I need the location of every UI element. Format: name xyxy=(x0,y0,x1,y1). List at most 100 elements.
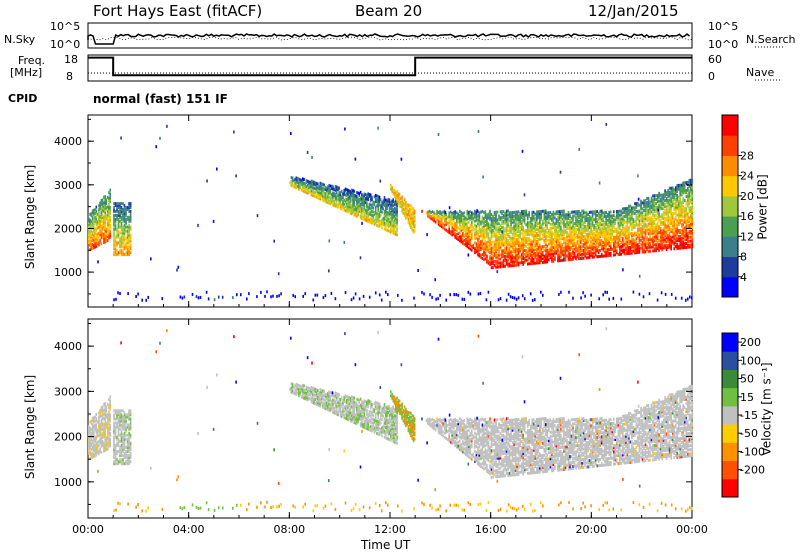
data-point xyxy=(499,263,502,267)
data-point xyxy=(104,240,106,244)
data-point xyxy=(517,218,520,222)
data-point xyxy=(128,209,130,213)
data-point xyxy=(605,248,607,252)
data-point xyxy=(516,230,518,234)
data-point xyxy=(689,295,691,299)
data-point xyxy=(364,197,367,201)
data-point xyxy=(351,210,353,214)
data-point xyxy=(495,248,497,252)
data-point xyxy=(676,237,678,241)
data-point xyxy=(534,212,537,216)
data-point xyxy=(514,214,517,218)
data-point xyxy=(536,224,538,228)
data-point xyxy=(392,212,395,215)
data-point xyxy=(691,186,694,190)
data-point xyxy=(597,225,600,229)
data-point xyxy=(401,207,403,211)
data-point xyxy=(644,250,647,254)
data-point xyxy=(374,215,377,219)
data-point xyxy=(388,198,391,202)
data-point xyxy=(391,199,393,203)
data-point xyxy=(511,214,514,218)
data-point xyxy=(637,235,639,239)
data-point xyxy=(308,180,310,184)
data-point xyxy=(327,189,329,193)
data-point xyxy=(597,235,600,239)
data-point xyxy=(368,212,371,216)
data-point xyxy=(649,249,651,253)
data-point xyxy=(489,247,491,251)
data-point xyxy=(93,438,95,442)
data-point xyxy=(455,227,458,231)
data-point xyxy=(98,220,100,223)
data-point xyxy=(631,218,633,222)
data-point xyxy=(363,200,366,204)
data-point xyxy=(469,224,472,227)
data-point xyxy=(552,220,555,224)
data-point xyxy=(97,260,99,264)
data-point xyxy=(335,205,338,209)
data-point xyxy=(354,212,357,215)
data-point xyxy=(327,187,329,191)
data-point xyxy=(555,212,558,216)
data-point xyxy=(579,241,582,245)
data-point xyxy=(688,224,691,227)
data-point xyxy=(91,231,94,235)
data-point xyxy=(622,217,624,221)
data-point xyxy=(575,210,577,214)
data-point xyxy=(543,211,546,215)
data-point xyxy=(392,192,395,196)
data-point xyxy=(421,209,423,213)
data-point xyxy=(504,213,506,217)
data-point xyxy=(398,196,401,200)
data-point xyxy=(569,228,571,232)
data-point xyxy=(504,251,506,255)
data-point xyxy=(516,210,518,214)
data-point xyxy=(679,230,681,234)
data-point xyxy=(280,292,282,296)
data-point xyxy=(622,250,624,254)
data-point xyxy=(690,220,692,223)
data-point xyxy=(525,250,527,254)
data-point xyxy=(327,195,329,199)
data-point xyxy=(126,206,129,209)
data-point xyxy=(619,225,621,229)
data-point xyxy=(454,233,456,237)
data-point xyxy=(650,210,653,214)
data-point xyxy=(492,262,494,266)
data-point xyxy=(498,245,500,249)
data-point xyxy=(413,296,415,300)
data-point xyxy=(469,247,472,251)
data-point xyxy=(671,241,674,245)
data-point xyxy=(109,233,111,237)
data-point xyxy=(682,207,684,210)
data-point xyxy=(395,221,397,224)
data-point xyxy=(499,210,502,214)
data-point xyxy=(466,237,469,241)
data-point xyxy=(653,225,656,229)
data-point xyxy=(590,224,592,228)
data-point xyxy=(522,249,524,253)
data-point xyxy=(513,226,515,230)
data-point xyxy=(560,215,562,219)
data-point xyxy=(94,229,96,233)
data-point xyxy=(95,205,98,209)
data-point xyxy=(411,218,413,222)
data-point xyxy=(576,241,579,245)
data-point xyxy=(517,249,520,253)
data-point xyxy=(603,238,606,242)
data-point xyxy=(338,190,340,194)
data-point xyxy=(311,156,313,159)
data-point xyxy=(104,201,106,204)
data-point xyxy=(363,194,366,198)
data-point xyxy=(475,224,478,228)
data-point xyxy=(347,188,349,192)
data-point xyxy=(462,212,464,216)
data-point xyxy=(367,212,369,215)
data-point xyxy=(496,238,499,242)
data-point xyxy=(98,419,100,423)
data-point xyxy=(471,233,473,236)
data-point xyxy=(495,236,497,240)
data-point xyxy=(682,210,684,214)
data-point xyxy=(608,218,610,222)
